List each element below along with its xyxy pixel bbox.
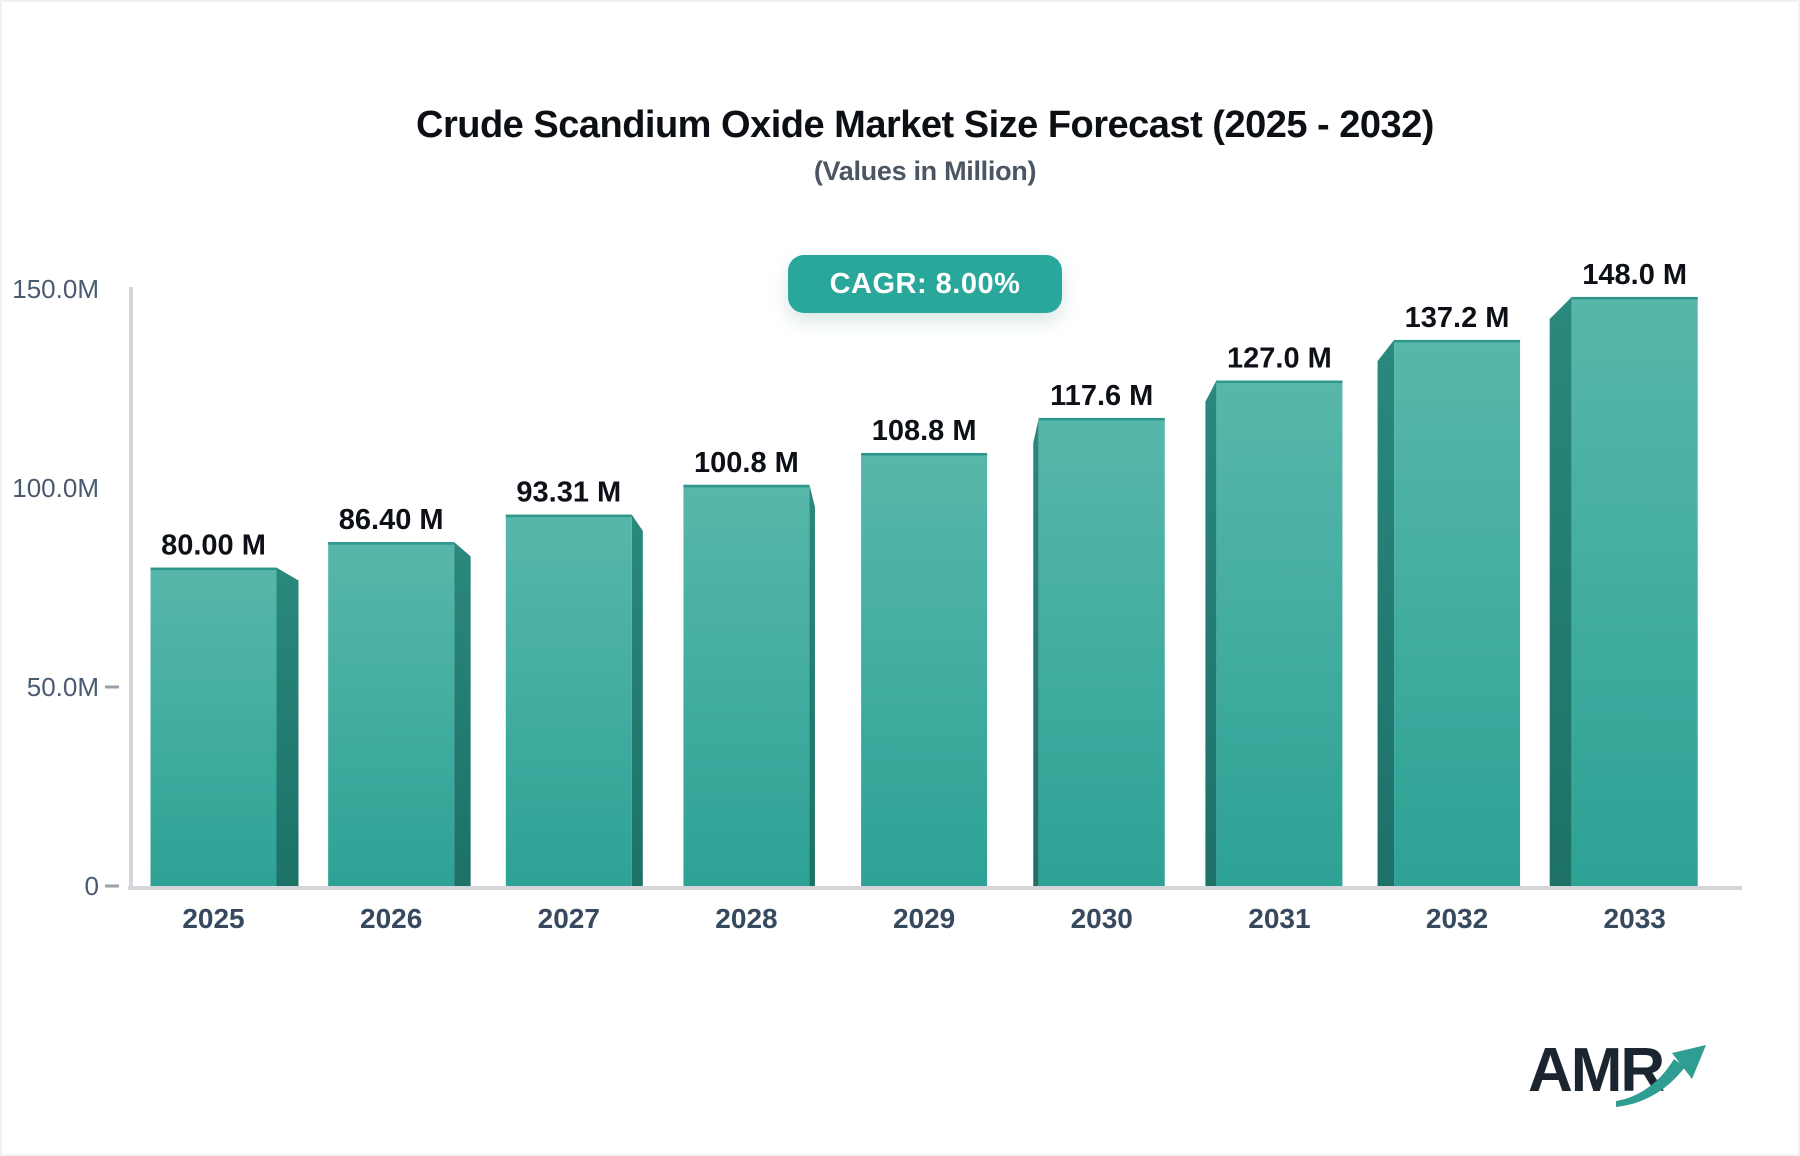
x-tick-label: 2027	[538, 903, 600, 934]
value-label: 148.0 M	[1582, 259, 1687, 291]
bar-side-face	[454, 542, 471, 886]
y-tick-dash	[105, 884, 119, 888]
bar	[1038, 417, 1165, 886]
bar-side-face	[809, 484, 815, 886]
bar-top-edge	[683, 484, 810, 488]
cagr-badge: CAGR: 8.00%	[788, 255, 1062, 313]
y-tick-label: 150.0M	[12, 274, 99, 304]
y-axis-line	[129, 287, 133, 889]
bar-top-edge	[861, 452, 988, 456]
bar	[505, 514, 632, 886]
x-tick-label: 2029	[893, 903, 955, 934]
bar-top-edge	[328, 542, 455, 545]
value-label: 93.31 M	[516, 477, 621, 509]
bar-top-edge	[1394, 339, 1521, 343]
bar-top-edge	[1571, 296, 1698, 300]
bar-side-face	[1549, 296, 1572, 887]
amr-logo: AMR	[1528, 1038, 1728, 1110]
bar	[328, 542, 455, 886]
bar-top-edge	[505, 514, 632, 518]
bar-top-edge	[1216, 380, 1343, 384]
bar-side-face	[1205, 380, 1217, 886]
x-axis-line	[128, 886, 1742, 890]
x-tick-label: 2028	[715, 903, 777, 934]
bar-top-edge	[150, 567, 277, 571]
y-tick-label: 100.0M	[12, 473, 99, 503]
bar	[1216, 380, 1343, 886]
value-label: 86.40 M	[339, 504, 444, 536]
value-label: 80.00 M	[161, 530, 266, 562]
growth-arrow-icon	[1616, 1045, 1706, 1107]
bar-side-face	[1377, 339, 1395, 887]
value-label: 117.6 M	[1050, 380, 1153, 412]
value-label: 108.8 M	[872, 415, 977, 447]
x-tick-label: 2026	[360, 903, 422, 934]
y-tick-label: 0	[85, 871, 99, 901]
y-tick-label: 50.0M	[27, 672, 99, 702]
x-tick-label: 2025	[182, 903, 244, 934]
x-tick-label: 2030	[1071, 903, 1133, 934]
bar-side-face	[1033, 417, 1039, 886]
value-label: 100.8 M	[694, 447, 799, 479]
bar-side-face	[276, 567, 299, 886]
bar-top-edge	[1038, 417, 1165, 421]
bar	[150, 567, 277, 886]
value-label: 127.0 M	[1227, 343, 1332, 375]
page-title: Crude Scandium Oxide Market Size Forecas…	[416, 104, 1434, 146]
bar	[1571, 296, 1698, 887]
y-tick-dash	[105, 685, 119, 689]
x-tick-label: 2032	[1426, 903, 1488, 934]
x-tick-label: 2033	[1604, 903, 1666, 934]
bar	[683, 484, 810, 886]
x-tick-label: 2031	[1248, 903, 1310, 934]
bar	[861, 452, 988, 886]
bar	[1394, 339, 1521, 887]
value-label: 137.2 M	[1405, 302, 1510, 334]
chart-subtitle: (Values in Million)	[813, 156, 1037, 186]
bar-side-face	[631, 514, 643, 886]
